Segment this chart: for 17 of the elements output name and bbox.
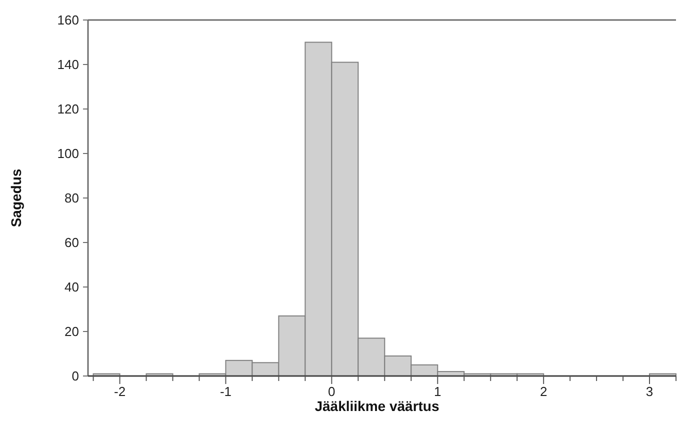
y-tick-label: 140 xyxy=(57,57,79,72)
y-tick-label: 0 xyxy=(72,368,79,384)
x-tick-label: 0 xyxy=(328,384,336,399)
x-tick-label: -2 xyxy=(114,384,126,399)
y-tick-label: 160 xyxy=(57,12,79,28)
y-tick-label: 120 xyxy=(57,102,79,117)
x-tick-label: -1 xyxy=(220,384,232,399)
y-tick-label: 40 xyxy=(64,280,79,295)
y-tick-label: 80 xyxy=(64,190,79,206)
x-tick-label: 3 xyxy=(646,384,654,399)
x-tick-label: 2 xyxy=(540,384,548,399)
y-tick-label: 60 xyxy=(64,235,79,250)
y-tick-label: 100 xyxy=(57,146,79,162)
y-tick-label: 20 xyxy=(64,324,79,340)
y-axis-title: Sagedus xyxy=(8,168,24,228)
x-tick-label: 1 xyxy=(434,384,442,399)
x-axis-title: Jääkliikme väärtus xyxy=(314,398,440,414)
